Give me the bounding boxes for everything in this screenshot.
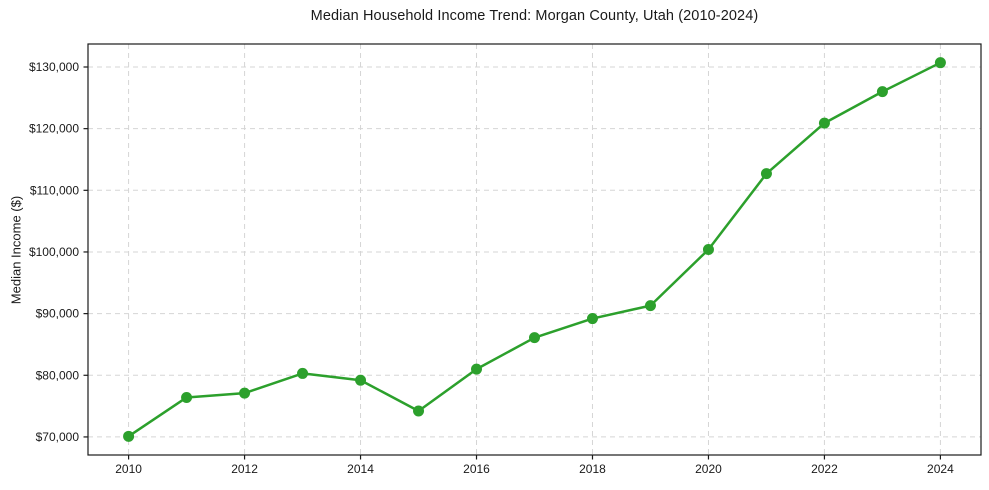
x-tick-label: 2014 [347, 462, 374, 476]
x-tick-label: 2012 [231, 462, 258, 476]
data-point-2010 [123, 430, 135, 442]
y-tick-label: $70,000 [36, 430, 80, 444]
data-point-2022 [818, 117, 830, 129]
x-tick-label: 2018 [579, 462, 606, 476]
x-tick-label: 2022 [811, 462, 838, 476]
data-point-2023 [876, 86, 888, 98]
income-trend-line [127, 61, 942, 438]
y-tick-label: $90,000 [36, 307, 80, 321]
y-axis-label: Median Income ($) [8, 195, 24, 305]
data-point-2020 [702, 244, 714, 255]
y-tick-label: $120,000 [29, 122, 79, 136]
data-point-2015 [413, 405, 425, 417]
x-tick-label: 2016 [463, 462, 490, 476]
x-tick-label: 2020 [695, 462, 722, 476]
data-point-2011 [181, 391, 193, 403]
y-tick-label: $100,000 [29, 245, 79, 259]
data-point-2016 [471, 363, 483, 375]
y-tick-label: $110,000 [30, 183, 79, 197]
x-tick-label: 2024 [927, 462, 954, 476]
y-tick-label: $80,000 [36, 368, 80, 382]
plot-frame [87, 43, 982, 456]
data-point-2024 [934, 57, 946, 69]
data-point-2013 [297, 367, 309, 379]
data-point-2014 [355, 374, 367, 386]
x-tick-label: 2010 [115, 462, 142, 476]
data-point-2019 [644, 300, 656, 312]
y-tick-label: $130,000 [29, 60, 79, 74]
data-point-2018 [586, 313, 598, 325]
data-point-2012 [239, 387, 251, 399]
data-point-2017 [529, 332, 540, 344]
data-point-2021 [760, 168, 772, 180]
chart-title: Median Household Income Trend: Morgan Co… [310, 8, 759, 24]
